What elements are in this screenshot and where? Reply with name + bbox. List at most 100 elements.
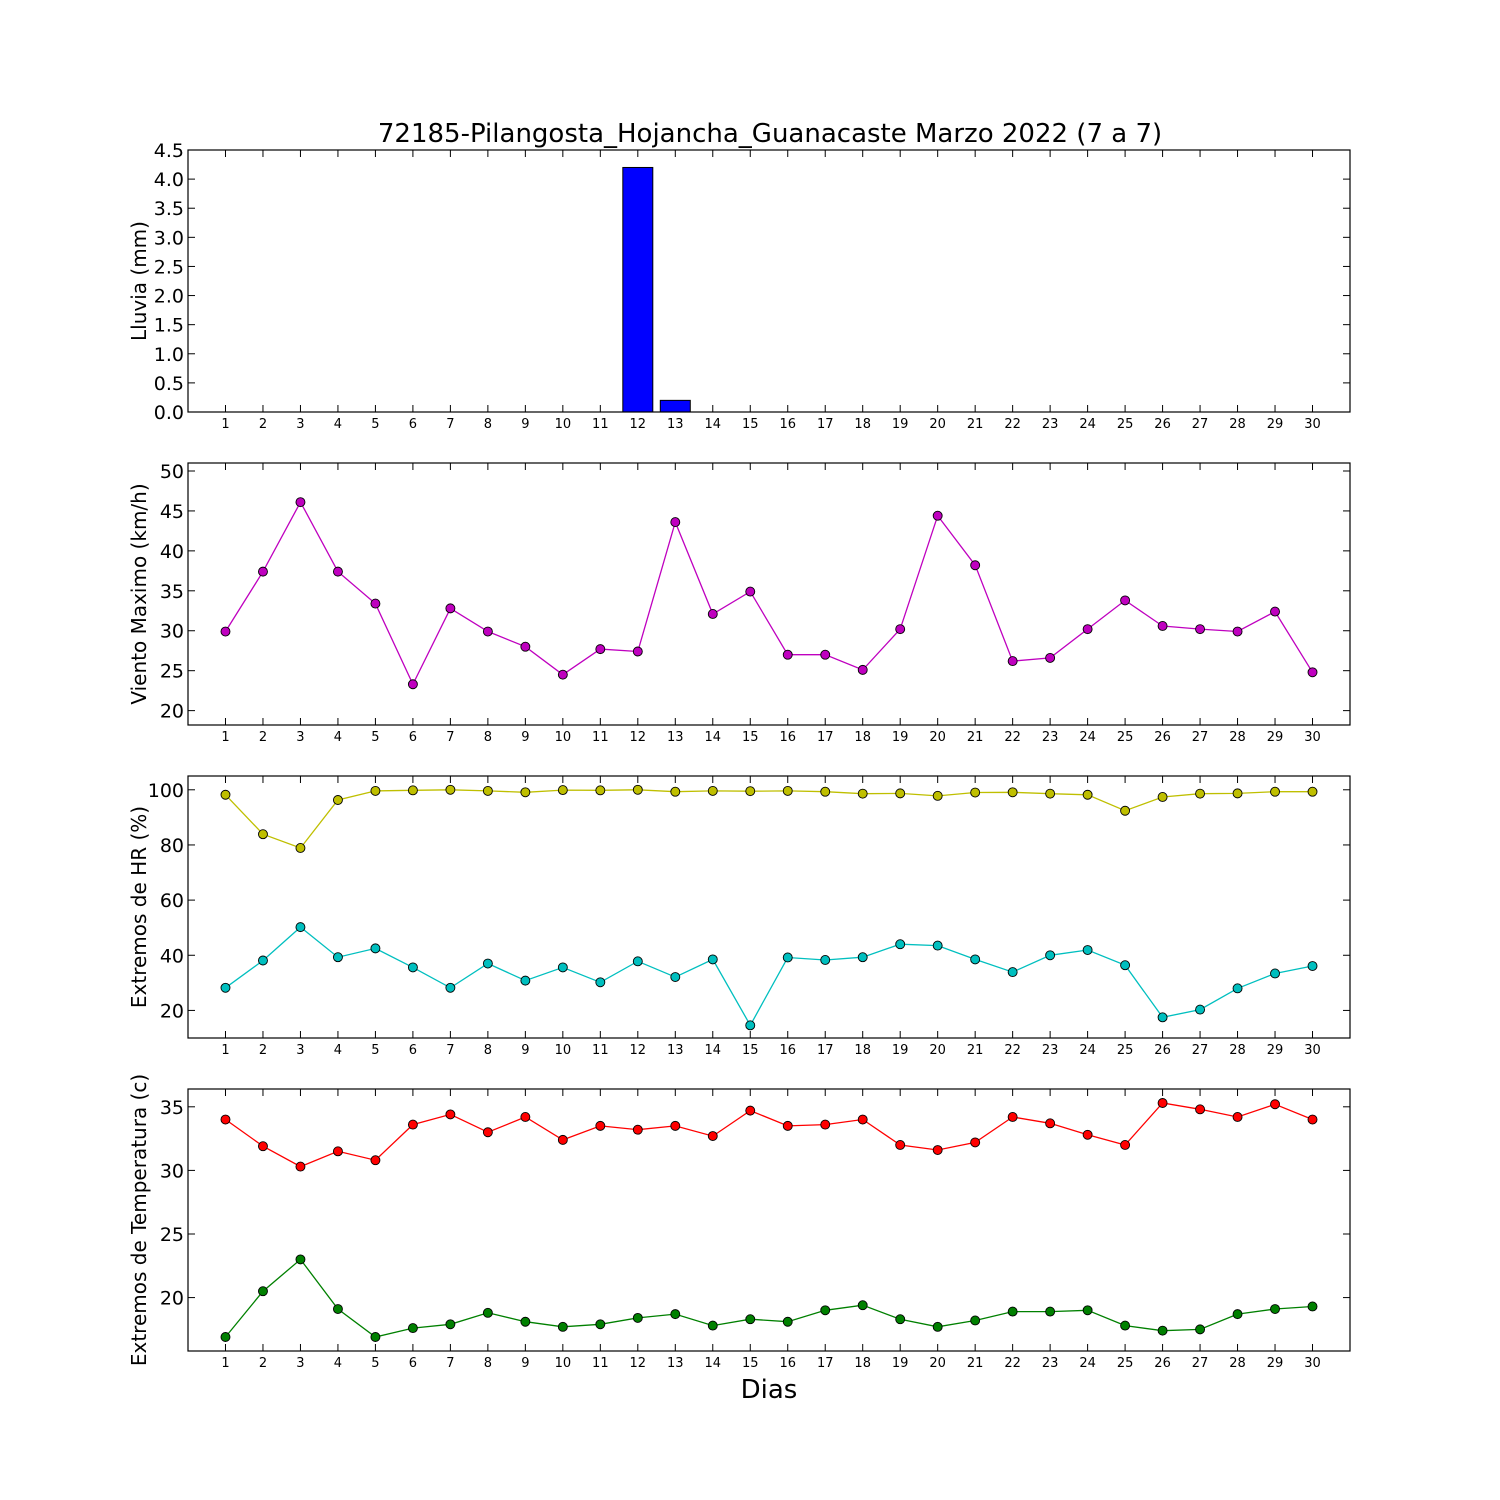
temp-min-point (1157, 1325, 1168, 1336)
rain-x-tick-label: 5 (371, 417, 379, 432)
temp-max-point (1082, 1129, 1093, 1140)
temperature-x-tick-label: 19 (892, 1356, 909, 1371)
wind-x-tick-label: 22 (1004, 730, 1021, 745)
rain-x-tick-label: 26 (1154, 417, 1171, 432)
wind-x-tick-label: 7 (446, 730, 454, 745)
temperature-y-tick-label: 30 (160, 1160, 184, 1182)
rain-y-tick-label: 4.5 (154, 140, 184, 162)
wind-y-tick-label: 30 (160, 621, 184, 643)
humidity-x-tick-label: 2 (259, 1043, 267, 1058)
hr-min-point (1082, 945, 1093, 955)
temperature-x-tick-label: 22 (1004, 1356, 1021, 1371)
rain-x-tick-label: 30 (1304, 417, 1321, 432)
temp-max-point (445, 1109, 456, 1120)
wind-max-point (1195, 624, 1206, 635)
wind-x-tick-label: 10 (555, 730, 572, 745)
wind-max-point (445, 603, 456, 614)
humidity-x-tick-label: 25 (1117, 1043, 1134, 1058)
hr-max-point (258, 829, 268, 840)
hr-min-point (782, 952, 793, 963)
hr-min-point (820, 955, 831, 965)
rain-x-tick-label: 21 (967, 417, 984, 432)
humidity-x-tick-label: 1 (221, 1043, 229, 1058)
humidity-x-tick-label: 30 (1304, 1043, 1321, 1058)
wind-axes-frame (187, 462, 1351, 726)
temp-min-point (820, 1305, 831, 1316)
wind-max-point (895, 624, 906, 635)
wind-max-point (1045, 652, 1056, 663)
hr-max-point (595, 785, 606, 796)
rain-y-tick-label: 3.5 (154, 198, 184, 220)
hr-min-point (1195, 1004, 1206, 1015)
temp-min-point (295, 1254, 306, 1265)
temperature-x-tick-label: 17 (817, 1356, 834, 1371)
hr-min-point (482, 958, 493, 969)
temperature-x-tick-label: 13 (667, 1356, 684, 1371)
temp-max-point (932, 1145, 943, 1155)
hr-min-point (258, 955, 268, 966)
temp-min-point (1270, 1304, 1280, 1314)
wind-y-tick-label: 20 (160, 701, 184, 723)
temperature-x-tick-label: 11 (592, 1356, 609, 1371)
hr-max-point (1195, 788, 1206, 799)
rain-x-tick-label: 8 (484, 417, 492, 432)
wind-max-point (1007, 656, 1018, 667)
wind-max-point (557, 669, 568, 680)
wind-x-tick-label: 11 (592, 730, 609, 745)
humidity-x-tick-label: 3 (296, 1043, 304, 1058)
rain-bar (622, 166, 654, 413)
rain-x-tick-label: 7 (446, 417, 454, 432)
hr-min-point (1120, 960, 1131, 971)
humidity-y-tick-label: 100 (148, 780, 184, 802)
wind-x-tick-label: 9 (521, 730, 529, 745)
humidity-x-tick-label: 26 (1154, 1043, 1171, 1058)
temp-max-point (407, 1119, 418, 1130)
rain-y-tick-label: 2.0 (154, 286, 184, 308)
hr-min-point (1270, 968, 1280, 979)
temp-min-point (895, 1314, 906, 1325)
rain-x-tick-label: 29 (1267, 417, 1284, 432)
rain-x-tick-label: 22 (1004, 417, 1021, 432)
temp-min-point (258, 1286, 268, 1297)
hr-max-point (295, 843, 306, 853)
humidity-x-tick-label: 19 (892, 1043, 909, 1058)
hr-max-point (1007, 787, 1018, 798)
temperature-x-tick-label: 5 (371, 1356, 379, 1371)
wind-max-point (595, 644, 606, 655)
temp-max-point (1157, 1098, 1168, 1108)
hr-max-point (1270, 786, 1280, 797)
temperature-x-tick-label: 26 (1154, 1356, 1171, 1371)
rain-y-axis-label: Lluvia (mm) (127, 221, 151, 341)
temp-max-point (595, 1120, 606, 1131)
temperature-y-tick-label: 20 (160, 1288, 184, 1310)
temp-min-point (932, 1321, 943, 1332)
temp-min-point (332, 1304, 343, 1314)
temp-max-point (1007, 1112, 1018, 1122)
wind-max-point (707, 609, 718, 619)
temp-min-point (407, 1323, 418, 1334)
wind-x-tick-label: 8 (484, 730, 492, 745)
wind-max-point (970, 560, 981, 571)
wind-x-tick-label: 20 (929, 730, 946, 745)
temp-max-point (1232, 1112, 1243, 1122)
wind-x-tick-label: 6 (409, 730, 417, 745)
rain-x-tick-label: 19 (892, 417, 909, 432)
wind-max-point (1082, 624, 1093, 635)
hr-min-point (632, 956, 643, 967)
rain-x-tick-label: 12 (630, 417, 647, 432)
temperature-x-tick-label: 9 (521, 1356, 529, 1371)
temp-max-line (225, 1102, 1313, 1168)
wind-max-line (224, 500, 1314, 686)
temp-min-point (857, 1300, 868, 1311)
rain-x-tick-label: 6 (409, 417, 417, 432)
x-axis-label: Dias (741, 1375, 798, 1405)
hr-max-point (632, 784, 643, 795)
humidity-x-tick-label: 29 (1267, 1043, 1284, 1058)
temperature-x-tick-label: 23 (1042, 1356, 1059, 1371)
wind-x-tick-label: 4 (334, 730, 342, 745)
hr-min-point (707, 954, 718, 965)
humidity-x-tick-label: 9 (521, 1043, 529, 1058)
